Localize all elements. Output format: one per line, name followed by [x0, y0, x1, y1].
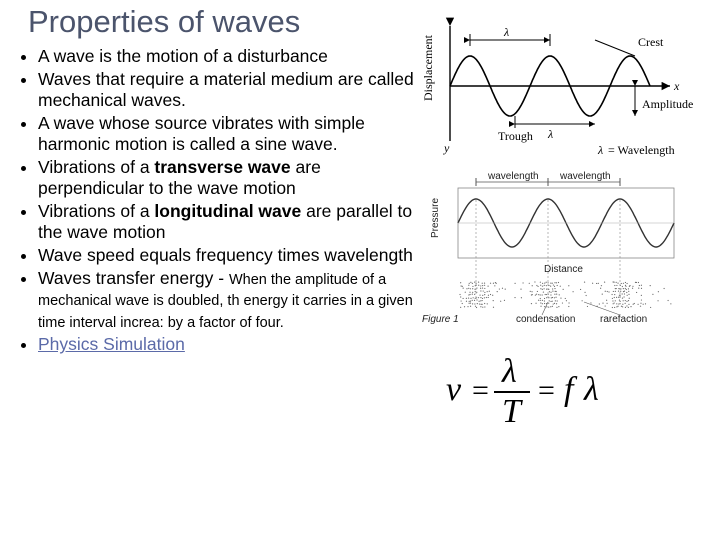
bullet-item: A wave whose source vibrates with simple…: [38, 113, 428, 155]
figure-caption: Figure 1: [422, 314, 459, 325]
formula-f: f: [564, 371, 578, 408]
bullet-item: Wave speed equals frequency times wavele…: [38, 245, 428, 266]
axis-letter: y: [443, 141, 450, 155]
wavelength-label: wavelength: [487, 171, 539, 182]
formula-eq: =: [472, 374, 489, 407]
longitudinal-wave-diagram: Pressure Distance wavelength wavelength: [420, 170, 710, 340]
slide: Properties of waves A wave is the motion…: [0, 0, 720, 540]
wavelength-text: = Wavelength: [608, 143, 675, 157]
formula-lambda: λ: [501, 353, 517, 390]
figures-column: Displacement x y λ Crest Trough λ: [420, 16, 710, 433]
physics-simulation-link[interactable]: Physics Simulation: [38, 334, 185, 354]
transverse-wave-diagram: Displacement x y λ Crest Trough λ: [420, 16, 710, 166]
formula-nu: ν: [446, 371, 462, 408]
formula-lambda: λ: [583, 371, 599, 408]
axis-label: Distance: [544, 264, 583, 275]
bullet-text: Waves transfer energy -: [38, 268, 229, 288]
bullet-item: Waves transfer energy - When the amplitu…: [38, 268, 428, 332]
condensation-label: condensation: [516, 314, 576, 325]
lambda-label: λ: [547, 127, 553, 141]
axis-label: x: [673, 79, 680, 93]
bullet-item: Waves that require a material medium are…: [38, 69, 428, 111]
wave-speed-formula: ν = λ T = f λ: [420, 352, 710, 433]
bullet-bold: longitudinal wave: [154, 201, 301, 221]
lambda-label: λ: [597, 143, 603, 157]
crest-label: Crest: [638, 35, 664, 49]
bullet-list: A wave is the motion of a disturbance Wa…: [28, 46, 428, 357]
axis-label: Displacement: [421, 34, 435, 101]
bullet-item: Vibrations of a longitudinal wave are pa…: [38, 201, 428, 243]
bullet-text: Vibrations of a: [38, 201, 154, 221]
axis-label: Pressure: [430, 198, 441, 238]
bullet-item: Vibrations of a transverse wave are perp…: [38, 157, 428, 199]
rarefaction-label: rarefaction: [600, 314, 647, 325]
amplitude-label: Amplitude: [642, 97, 693, 111]
trough-label: Trough: [498, 129, 533, 143]
formula-eq: =: [538, 374, 555, 407]
lambda-label: λ: [503, 25, 509, 39]
bullet-item: Physics Simulation: [38, 334, 428, 355]
formula-period: T: [502, 393, 523, 428]
wavelength-label: wavelength: [559, 171, 611, 182]
bullet-item: A wave is the motion of a disturbance: [38, 46, 428, 67]
bullet-bold: transverse wave: [154, 157, 290, 177]
bullet-text: Vibrations of a: [38, 157, 154, 177]
